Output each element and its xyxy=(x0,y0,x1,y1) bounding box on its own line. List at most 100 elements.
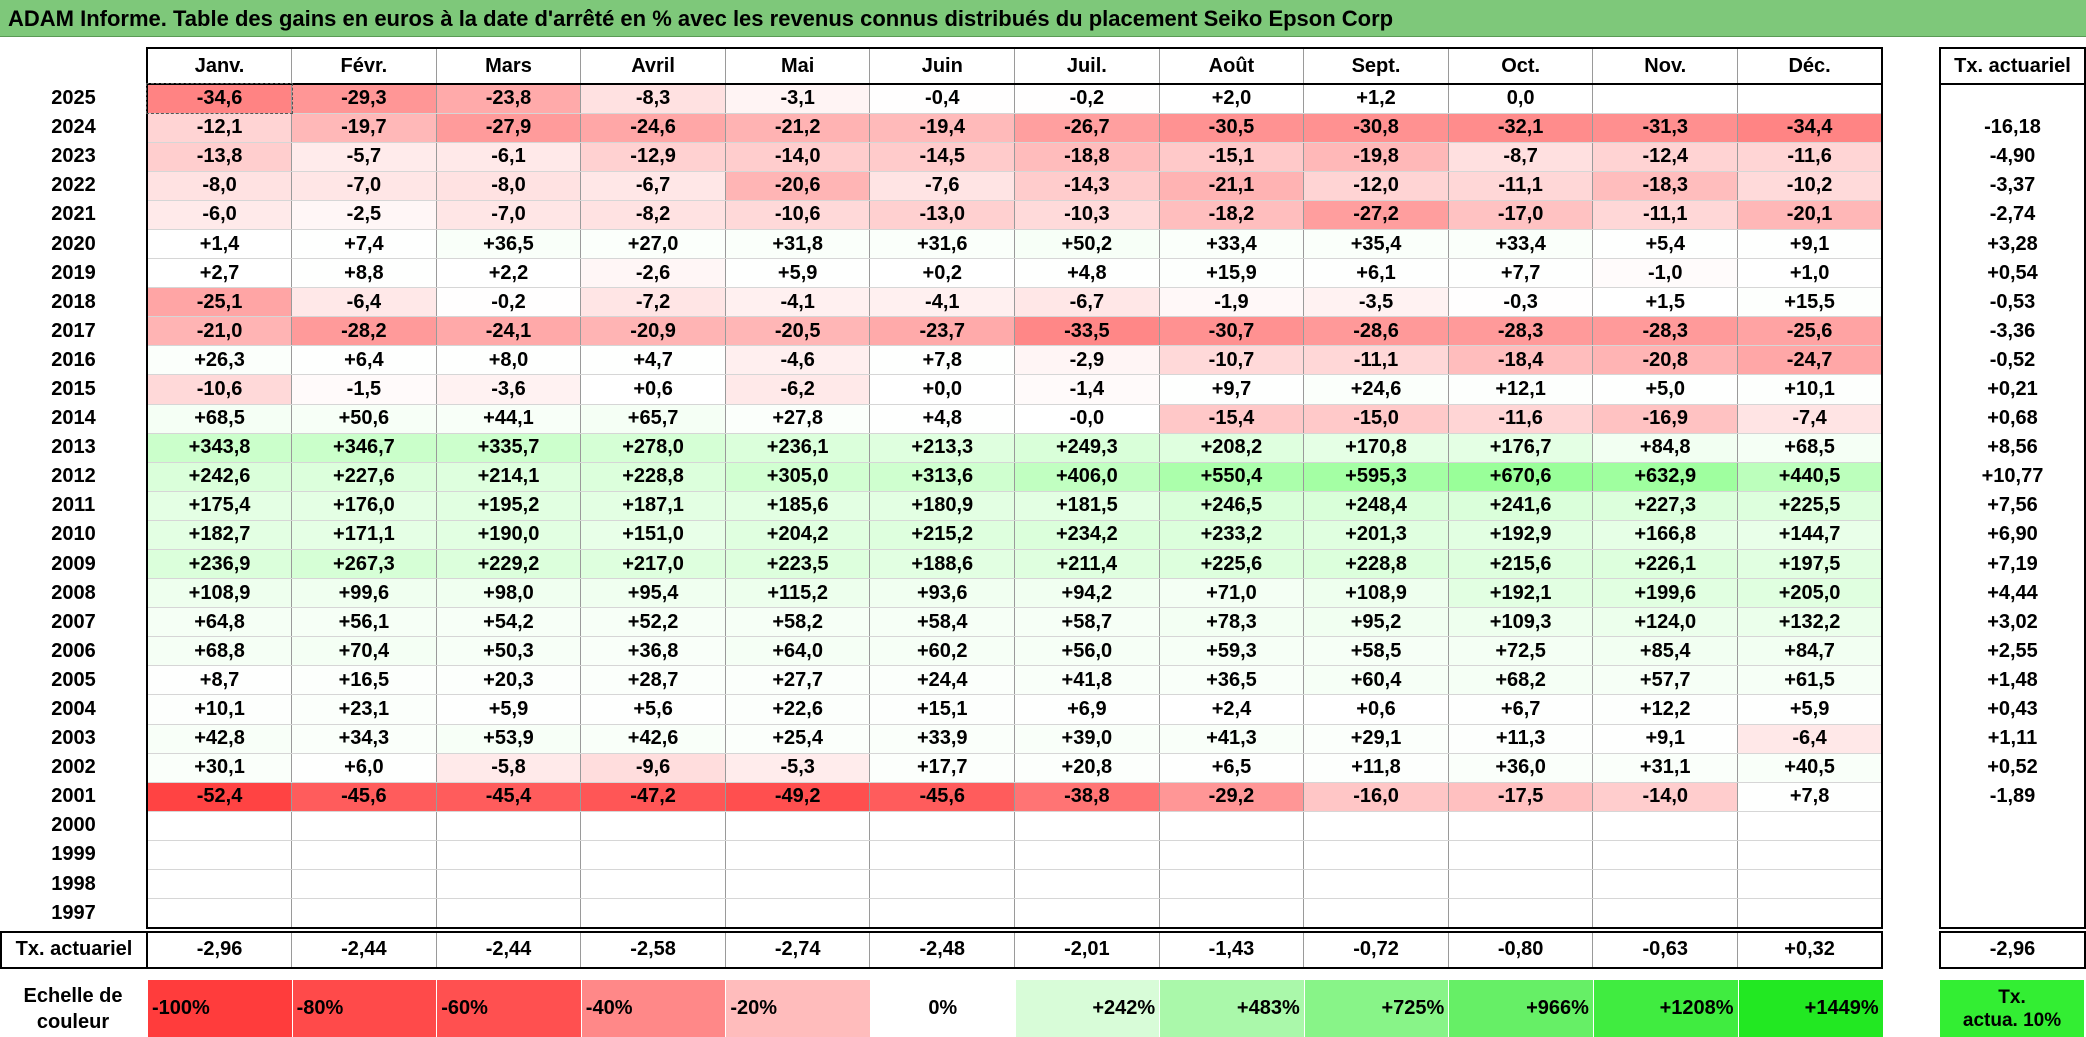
gain-cell[interactable]: +213,3 xyxy=(869,432,1016,463)
gain-cell[interactable]: +229,2 xyxy=(435,548,582,580)
gain-cell[interactable]: -18,4 xyxy=(1447,345,1594,376)
gain-cell[interactable]: +72,5 xyxy=(1447,636,1594,667)
gain-cell[interactable] xyxy=(1303,810,1449,841)
gain-cell[interactable]: +242,6 xyxy=(146,461,293,492)
gain-cell[interactable] xyxy=(146,898,293,929)
gain-cell[interactable]: +71,0 xyxy=(1158,578,1305,609)
gain-cell[interactable]: +28,7 xyxy=(580,665,726,696)
gain-cell[interactable]: +192,1 xyxy=(1447,578,1594,609)
gain-cell[interactable]: +12,2 xyxy=(1592,694,1739,725)
gain-cell[interactable]: +58,4 xyxy=(869,607,1016,638)
gain-cell[interactable]: +236,9 xyxy=(146,548,293,580)
gain-cell[interactable]: +181,5 xyxy=(1014,490,1160,521)
gain-cell[interactable]: +84,8 xyxy=(1592,432,1739,463)
gain-cell[interactable]: +41,3 xyxy=(1158,723,1305,754)
gain-cell[interactable]: -14,3 xyxy=(1014,170,1160,201)
gain-cell[interactable]: -20,1 xyxy=(1737,199,1884,230)
gain-cell[interactable]: +26,3 xyxy=(146,345,293,376)
gain-cell[interactable]: +85,4 xyxy=(1592,636,1739,667)
gain-cell[interactable]: +56,1 xyxy=(291,607,437,638)
gain-cell[interactable]: +99,6 xyxy=(291,578,437,609)
gain-cell[interactable]: +52,2 xyxy=(580,607,726,638)
gain-cell[interactable] xyxy=(146,869,293,900)
gain-cell[interactable] xyxy=(869,839,1016,871)
gain-cell[interactable] xyxy=(724,839,871,871)
gain-cell[interactable]: -14,5 xyxy=(869,141,1016,172)
gain-cell[interactable]: -21,1 xyxy=(1158,170,1305,201)
gain-cell[interactable]: -7,0 xyxy=(291,170,437,201)
gain-cell[interactable]: +6,1 xyxy=(1303,258,1449,289)
gain-cell[interactable]: +5,9 xyxy=(724,258,871,289)
gain-cell[interactable]: +50,2 xyxy=(1014,228,1160,260)
gain-cell[interactable]: +176,7 xyxy=(1447,432,1594,463)
gain-cell[interactable]: +24,4 xyxy=(869,665,1016,696)
gain-cell[interactable]: -16,9 xyxy=(1592,403,1739,434)
gain-cell[interactable]: +195,2 xyxy=(435,490,582,521)
gain-cell[interactable]: +227,6 xyxy=(291,461,437,492)
gain-cell[interactable]: -24,7 xyxy=(1737,345,1884,376)
gain-cell[interactable]: +228,8 xyxy=(580,461,726,492)
gain-cell[interactable]: -23,7 xyxy=(869,316,1016,347)
gain-cell[interactable]: -20,8 xyxy=(1592,345,1739,376)
gain-cell[interactable] xyxy=(1303,869,1449,900)
gain-cell[interactable]: +225,5 xyxy=(1737,490,1884,521)
gain-cell[interactable]: -15,1 xyxy=(1158,141,1305,172)
gain-cell[interactable] xyxy=(869,898,1016,929)
gain-cell[interactable]: -6,4 xyxy=(1737,723,1884,754)
gain-cell[interactable]: +5,9 xyxy=(1737,694,1884,725)
gain-cell[interactable]: -4,1 xyxy=(869,287,1016,318)
gain-cell[interactable]: -10,7 xyxy=(1158,345,1305,376)
gain-cell[interactable]: -6,7 xyxy=(1014,287,1160,318)
gain-cell[interactable]: +53,9 xyxy=(435,723,582,754)
gain-cell[interactable]: +5,0 xyxy=(1592,374,1739,405)
gain-cell[interactable]: +65,7 xyxy=(580,403,726,434)
gain-cell[interactable] xyxy=(580,810,726,841)
gain-cell[interactable]: +550,4 xyxy=(1158,461,1305,492)
gain-cell[interactable]: -17,5 xyxy=(1447,781,1594,812)
gain-cell[interactable]: +0,2 xyxy=(869,258,1016,289)
gain-cell[interactable]: -3,6 xyxy=(435,374,582,405)
gain-cell[interactable]: +234,2 xyxy=(1014,519,1160,551)
gain-cell[interactable]: -15,0 xyxy=(1303,403,1449,434)
gain-cell[interactable]: -25,1 xyxy=(146,287,293,318)
gain-cell[interactable]: +33,9 xyxy=(869,723,1016,754)
gain-cell[interactable]: -38,8 xyxy=(1014,781,1160,812)
gain-cell[interactable]: -6,2 xyxy=(724,374,871,405)
gain-cell[interactable]: -8,2 xyxy=(580,199,726,230)
gain-cell[interactable]: -5,7 xyxy=(291,141,437,172)
gain-cell[interactable]: +8,8 xyxy=(291,258,437,289)
gain-cell[interactable]: +60,2 xyxy=(869,636,1016,667)
gain-cell[interactable]: +0,6 xyxy=(580,374,726,405)
gain-cell[interactable]: -20,5 xyxy=(724,316,871,347)
gain-cell[interactable]: +1,4 xyxy=(146,228,293,260)
gain-cell[interactable]: +84,7 xyxy=(1737,636,1884,667)
gain-cell[interactable]: +36,0 xyxy=(1447,752,1594,783)
gain-cell[interactable]: -11,1 xyxy=(1447,170,1594,201)
gain-cell[interactable]: +7,8 xyxy=(1737,781,1884,812)
gain-cell[interactable]: +0,0 xyxy=(869,374,1016,405)
gain-cell[interactable]: -10,6 xyxy=(146,374,293,405)
gain-cell[interactable] xyxy=(1158,810,1305,841)
gain-cell[interactable]: +7,4 xyxy=(291,228,437,260)
gain-cell[interactable]: +1,5 xyxy=(1592,287,1739,318)
gain-cell[interactable]: +95,2 xyxy=(1303,607,1449,638)
gain-cell[interactable]: +192,9 xyxy=(1447,519,1594,551)
gain-cell[interactable]: +25,4 xyxy=(724,723,871,754)
gain-cell[interactable]: +36,5 xyxy=(435,228,582,260)
gain-cell[interactable]: +78,3 xyxy=(1158,607,1305,638)
gain-cell[interactable]: +60,4 xyxy=(1303,665,1449,696)
gain-cell[interactable]: -5,8 xyxy=(435,752,582,783)
gain-cell[interactable] xyxy=(1592,869,1739,900)
gain-cell[interactable]: +236,1 xyxy=(724,432,871,463)
gain-cell[interactable]: -21,0 xyxy=(146,316,293,347)
gain-cell[interactable]: +313,6 xyxy=(869,461,1016,492)
gain-cell[interactable]: -30,8 xyxy=(1303,112,1449,143)
gain-cell[interactable]: +31,6 xyxy=(869,228,1016,260)
gain-cell[interactable] xyxy=(1447,839,1594,871)
gain-cell[interactable]: +208,2 xyxy=(1158,432,1305,463)
gain-cell[interactable]: +108,9 xyxy=(146,578,293,609)
gain-cell[interactable]: +217,0 xyxy=(580,548,726,580)
gain-cell[interactable]: +8,0 xyxy=(435,345,582,376)
gain-cell[interactable]: +227,3 xyxy=(1592,490,1739,521)
gain-cell[interactable]: -29,3 xyxy=(291,83,437,114)
